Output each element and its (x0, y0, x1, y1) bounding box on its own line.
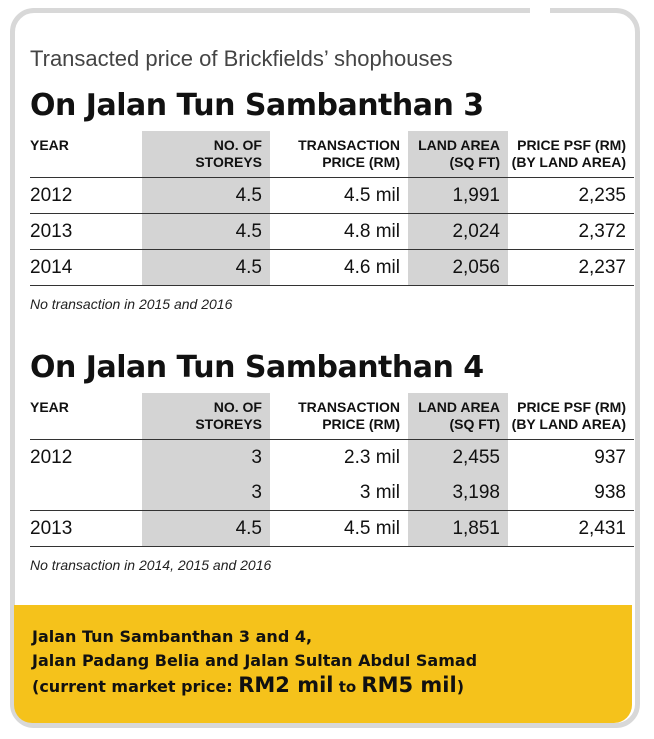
banner-text: Jalan Tun Sambanthan 3 and 4, Jalan Pada… (32, 625, 477, 699)
cell-psf: 938 (508, 475, 634, 511)
cell-storeys: 4.5 (142, 510, 270, 547)
header-year: YEAR (30, 393, 142, 440)
header-land: LAND AREA (SQ FT) (408, 131, 508, 178)
section2-note: No transaction in 2014, 2015 and 2016 (30, 557, 272, 573)
cell-price: 2.3 mil (344, 446, 400, 468)
banner-line3: (current market price: RM2 mil to RM5 mi… (32, 673, 464, 697)
table-row: 2013 4.5 4.8 mil 2,024 2,372 (30, 213, 634, 250)
cell-price: 4.5 mil (270, 177, 408, 214)
cell-year: 2013 (30, 510, 142, 547)
banner-line2: Jalan Padang Belia and Jalan Sultan Abdu… (32, 651, 478, 670)
section2: On Jalan Tun Sambanthan 4 YEAR NO. OF STO… (30, 350, 634, 573)
cell-psf: 2,431 (508, 510, 634, 547)
cell-land: 2,455 (408, 439, 508, 475)
price-low: RM2 mil (238, 673, 334, 697)
cell-land: 1,851 (408, 510, 508, 547)
cell-land: 1,991 (408, 177, 508, 214)
section2-title: On Jalan Tun Sambanthan 4 (30, 350, 484, 385)
header-land: LAND AREA (SQ FT) (408, 393, 508, 440)
cell-year: 2014 (30, 249, 142, 286)
cell-psf: 2,237 (508, 249, 634, 286)
cell-land: 2,056 (408, 249, 508, 286)
price-high: RM5 mil (361, 673, 457, 697)
table-header-row: YEAR NO. OF STOREYS TRANSACTION PRICE (RM)… (30, 393, 634, 440)
cell-price: 3 mil (270, 475, 408, 511)
section2-table: YEAR NO. OF STOREYS TRANSACTION PRICE (RM)… (30, 393, 634, 547)
banner-line1: Jalan Tun Sambanthan 3 and 4, (32, 627, 313, 646)
cell-storeys: 4.5 (142, 213, 270, 250)
table-row: 2014 4.5 4.6 mil 2,056 2,237 (30, 249, 634, 286)
section1: On Jalan Tun Sambanthan 3 YEAR NO. OF STO… (30, 88, 634, 312)
frame-gap (530, 0, 550, 14)
section1-table: YEAR NO. OF STOREYS TRANSACTION PRICE (RM)… (30, 131, 634, 286)
table-row: 2012 4.5 4.5 mil 1,991 2,235 (30, 177, 634, 214)
header-price: TRANSACTION PRICE (RM) (270, 131, 408, 178)
cell-storeys: 4.5 (142, 177, 270, 214)
cell-storeys: 3 (142, 475, 270, 511)
cell-psf: 2,235 (508, 177, 634, 214)
table-header-row: YEAR NO. OF STOREYS TRANSACTION PRICE (RM)… (30, 131, 634, 178)
section1-title: On Jalan Tun Sambanthan 3 (30, 88, 484, 123)
header-price: TRANSACTION PRICE (RM) (270, 393, 408, 440)
table-row: 2012 3 2.3 mil 2,455 937 (30, 439, 634, 475)
header-year: YEAR (30, 131, 142, 178)
cell-land: 3,198 (408, 475, 508, 511)
cell-year: 2013 (30, 213, 142, 250)
header-storeys: NO. OF STOREYS (142, 393, 270, 440)
section1-note: No transaction in 2015 and 2016 (30, 296, 233, 312)
cell-year: 2012 (30, 177, 142, 214)
cell-year: 2012 (30, 446, 73, 468)
cell-psf: 2,372 (508, 213, 634, 250)
cell-year (30, 475, 142, 511)
header-psf: PRICE PSF (RM) (BY LAND AREA) (508, 393, 634, 440)
cell-storeys: 4.5 (142, 249, 270, 286)
cell-land: 2,024 (408, 213, 508, 250)
subtitle: Transacted price of Brickfields’ shophou… (30, 46, 453, 71)
cell-price: 4.6 mil (270, 249, 408, 286)
market-price-banner: Jalan Tun Sambanthan 3 and 4, Jalan Pada… (14, 605, 632, 723)
table-row: 3 3 mil 3,198 938 (30, 475, 634, 511)
table-row: 2013 4.5 4.5 mil 1,851 2,431 (30, 510, 634, 547)
cell-price: 4.8 mil (270, 213, 408, 250)
header-storeys: NO. OF STOREYS (142, 131, 270, 178)
header-psf: PRICE PSF (RM) (BY LAND AREA) (508, 131, 634, 178)
cell-price: 4.5 mil (270, 510, 408, 547)
cell-storeys: 3 (142, 439, 270, 475)
cell-psf: 937 (594, 446, 626, 468)
